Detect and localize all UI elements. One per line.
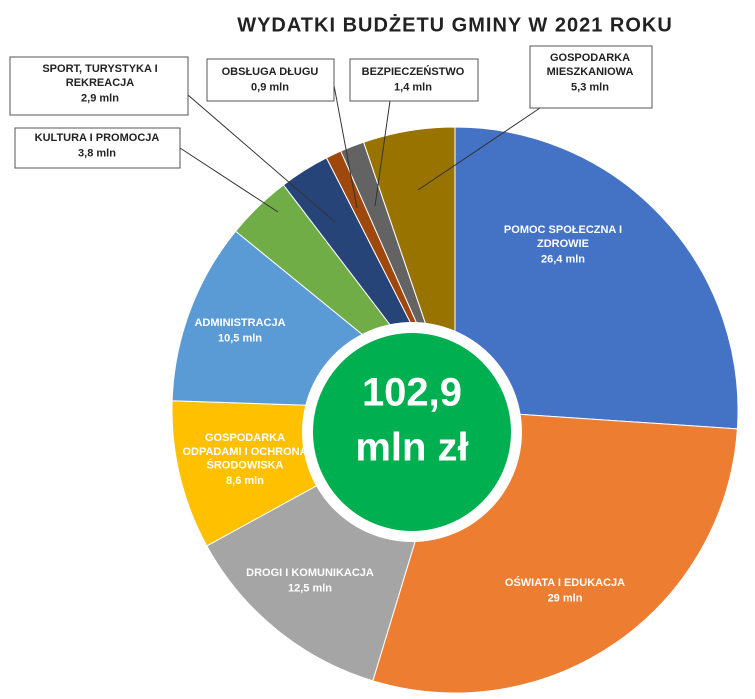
segment-label: OBSŁUGA DŁUGU <box>222 66 319 78</box>
callout-line <box>417 107 541 191</box>
value-label: 3,8 mln <box>78 148 116 160</box>
chart-title: WYDATKI BUDŻETU GMINY W 2021 ROKU <box>237 13 673 36</box>
segment-label: POMOC SPOŁECZNA I ZDROWIE <box>504 224 622 250</box>
value-label: 8,6 mln <box>226 475 264 487</box>
value-label: 10,5 mln <box>218 333 262 345</box>
segment-label: BEZPIECZEŃSTWO <box>362 65 465 78</box>
value-label: 5,3 mln <box>571 81 609 93</box>
callout-box <box>206 58 335 102</box>
value-label: 1,4 mln <box>394 82 432 94</box>
donut-segment <box>454 126 739 430</box>
value-label: 29 mln <box>548 593 583 605</box>
segment-label: DROGI I KOMUNIKACJA <box>246 567 374 579</box>
callout-box <box>529 45 653 109</box>
value-label: 12,5 mln <box>288 583 332 595</box>
callout-line <box>179 147 279 213</box>
callout-line <box>374 100 391 207</box>
value-label: 2,9 mln <box>81 92 119 104</box>
callout-box <box>9 56 189 116</box>
callout-box <box>349 58 479 102</box>
segment-label: SPORT, TURYSTYKA I REKREACJA <box>42 63 157 89</box>
callout-box <box>14 127 181 169</box>
segment-label: GOSPODARKA ODPADAMI I OCHRONA ŚRODOWISKA <box>182 432 307 472</box>
value-label: 0,9 mln <box>251 82 289 94</box>
segment-label: ADMINISTRACJA <box>194 317 285 329</box>
center-circle <box>313 333 511 531</box>
segment-label: OŚWIATA I EDUKACJA <box>505 576 625 589</box>
center-value: 102,9 <box>362 371 462 415</box>
segment-label: GOSPODARKA MIESZKANIOWA <box>547 52 634 78</box>
value-label: 26,4 mln <box>541 253 585 265</box>
center-unit: mln zł <box>355 426 468 470</box>
callout-line <box>187 94 336 223</box>
callout-line <box>332 79 358 209</box>
segment-label: KULTURA I PROMOCJA <box>35 132 160 144</box>
